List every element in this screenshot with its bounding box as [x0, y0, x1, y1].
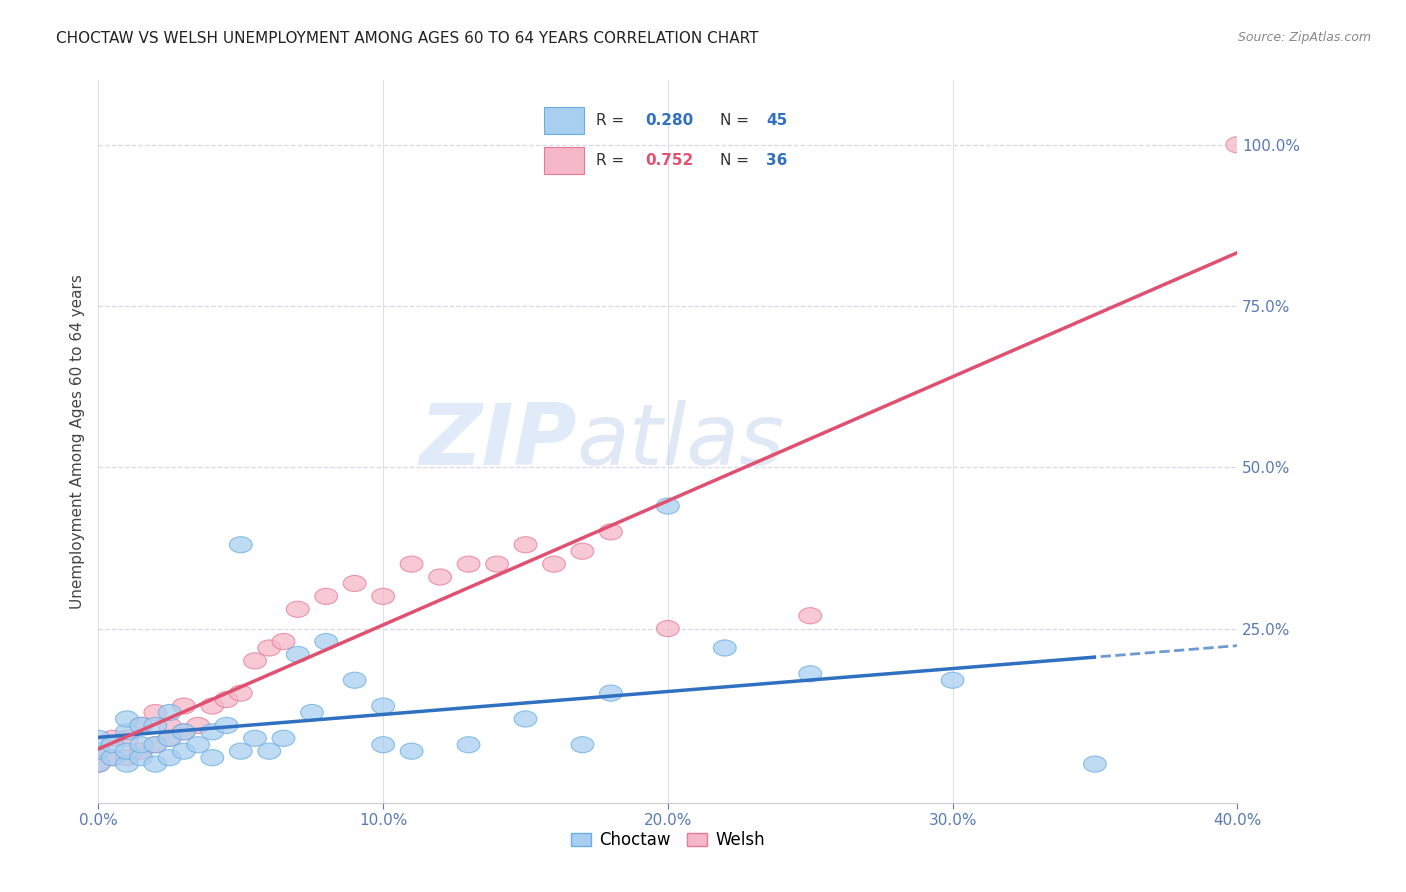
Text: ZIP: ZIP [419, 400, 576, 483]
FancyBboxPatch shape [544, 147, 583, 175]
Text: atlas: atlas [576, 400, 785, 483]
Text: CHOCTAW VS WELSH UNEMPLOYMENT AMONG AGES 60 TO 64 YEARS CORRELATION CHART: CHOCTAW VS WELSH UNEMPLOYMENT AMONG AGES… [56, 31, 759, 46]
Text: N =: N = [720, 153, 754, 169]
Text: R =: R = [596, 153, 630, 169]
Legend: Choctaw, Welsh: Choctaw, Welsh [564, 824, 772, 856]
Y-axis label: Unemployment Among Ages 60 to 64 years: Unemployment Among Ages 60 to 64 years [69, 274, 84, 609]
Text: 36: 36 [766, 153, 787, 169]
Text: N =: N = [720, 112, 754, 128]
Text: R =: R = [596, 112, 630, 128]
Text: 45: 45 [766, 112, 787, 128]
Text: Source: ZipAtlas.com: Source: ZipAtlas.com [1237, 31, 1371, 45]
Text: 0.280: 0.280 [645, 112, 695, 128]
FancyBboxPatch shape [544, 107, 583, 134]
Text: 0.752: 0.752 [645, 153, 695, 169]
